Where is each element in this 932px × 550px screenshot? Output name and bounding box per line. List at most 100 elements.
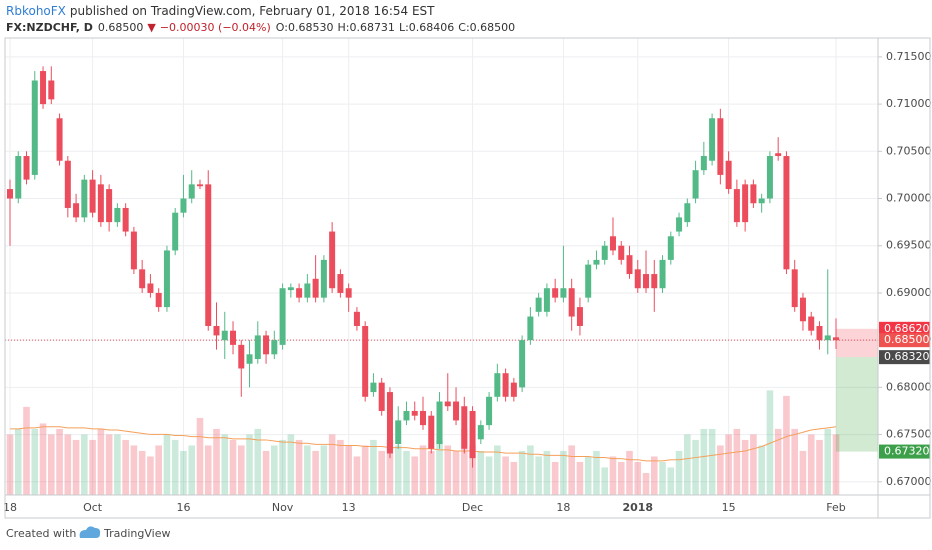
candle-body	[56, 118, 63, 161]
author[interactable]: RbkohoFX	[6, 4, 66, 18]
price-tag	[879, 350, 930, 365]
candle-body	[799, 297, 806, 322]
candle-body	[519, 340, 526, 388]
candle-body	[750, 184, 757, 204]
candle-body	[676, 217, 683, 232]
volume-bar	[444, 445, 452, 495]
volume-bar	[370, 439, 377, 495]
candle-body	[461, 406, 468, 449]
y-tick-label: 0.67000	[886, 475, 932, 488]
volume-bar	[130, 445, 138, 495]
price: 0.68500	[98, 21, 144, 34]
volume-bar	[535, 456, 542, 495]
candle-body	[15, 156, 22, 199]
candle-body	[428, 415, 435, 449]
volume-bar	[427, 450, 435, 495]
volume-bar	[56, 428, 63, 495]
volume-bar	[824, 428, 832, 495]
candle-body	[758, 198, 765, 204]
volume-bar	[105, 434, 113, 495]
y-tick-label: 0.70000	[886, 192, 932, 205]
candle-body	[246, 354, 253, 364]
volume-bar	[89, 439, 96, 495]
volume-bar	[97, 428, 105, 495]
volume-bar	[171, 439, 179, 495]
candle-body	[163, 250, 170, 308]
candle-body	[23, 156, 30, 180]
candle-body	[527, 316, 534, 341]
volume-bar	[477, 450, 485, 495]
candle-body	[287, 287, 294, 291]
candle-body	[659, 259, 666, 289]
volume-bar	[213, 428, 220, 495]
volume-bar	[14, 428, 22, 495]
change: −0.00030 (−0.04%)	[160, 21, 271, 34]
candle-body	[81, 179, 88, 218]
volume-bar	[560, 450, 567, 495]
candle-body	[31, 80, 38, 175]
volume-bar	[700, 428, 708, 495]
volume-bar	[196, 417, 204, 495]
volume-bar	[312, 450, 319, 495]
volume-bar	[320, 445, 328, 495]
logo-icon	[79, 526, 101, 538]
candle-body	[403, 410, 410, 421]
volume-bar	[328, 434, 336, 495]
candle-body	[453, 401, 460, 421]
volume-bar	[543, 450, 551, 495]
candle-body	[618, 245, 625, 260]
volume-bar	[114, 434, 121, 495]
candle-body	[651, 274, 658, 289]
volume-ma-line	[10, 426, 837, 462]
volume-bar	[766, 390, 774, 495]
volume-bar	[510, 461, 518, 495]
price-tag	[879, 321, 930, 336]
volume-bar	[518, 450, 526, 495]
candle-body	[329, 231, 336, 289]
candle-body	[7, 189, 13, 199]
candle-body	[147, 283, 154, 293]
x-tick-label: 18	[556, 501, 570, 514]
volume-bar	[271, 445, 278, 495]
position-target-zone	[836, 357, 878, 452]
x-tick-label: 15	[722, 501, 736, 514]
candle-body	[370, 382, 377, 393]
candle-body	[312, 278, 319, 298]
candle-body	[320, 259, 327, 298]
price-tag-label: 0.68320	[884, 350, 930, 363]
volume-bar	[667, 467, 675, 495]
volume-bar	[394, 445, 402, 495]
candle-body	[48, 80, 55, 100]
volume-bar	[436, 439, 443, 495]
footer-brand[interactable]: TradingView	[103, 527, 170, 540]
candle-body	[238, 344, 245, 369]
volume-bar	[551, 461, 559, 495]
ohlc-low: L:0.68406	[399, 21, 454, 34]
candle-body	[833, 337, 839, 341]
price-tag	[879, 333, 930, 348]
volume-bar	[675, 450, 683, 495]
footer-created: Created with	[6, 527, 76, 540]
volume-bar	[64, 434, 72, 495]
x-tick-label: 18	[3, 501, 17, 514]
volume-bar	[279, 439, 286, 495]
candle-body	[552, 288, 559, 298]
volume-bar	[626, 450, 633, 495]
volume-bar	[353, 456, 361, 495]
volume-bar	[799, 450, 807, 495]
volume-bar	[221, 434, 229, 495]
volume-bar	[650, 456, 658, 495]
candle-body	[73, 203, 80, 218]
volume-bar	[733, 428, 741, 495]
candle-body	[411, 410, 418, 416]
candle-body	[692, 170, 699, 199]
candle-body	[469, 410, 476, 459]
candle-body	[535, 297, 542, 312]
volume-bar	[584, 456, 592, 495]
volume-bar	[593, 450, 600, 495]
candle-body	[122, 207, 129, 232]
candle-body	[593, 259, 600, 265]
price-tag-label: 0.68620	[884, 322, 930, 335]
x-tick-label: Dec	[462, 501, 483, 514]
volume-bar	[758, 445, 765, 495]
